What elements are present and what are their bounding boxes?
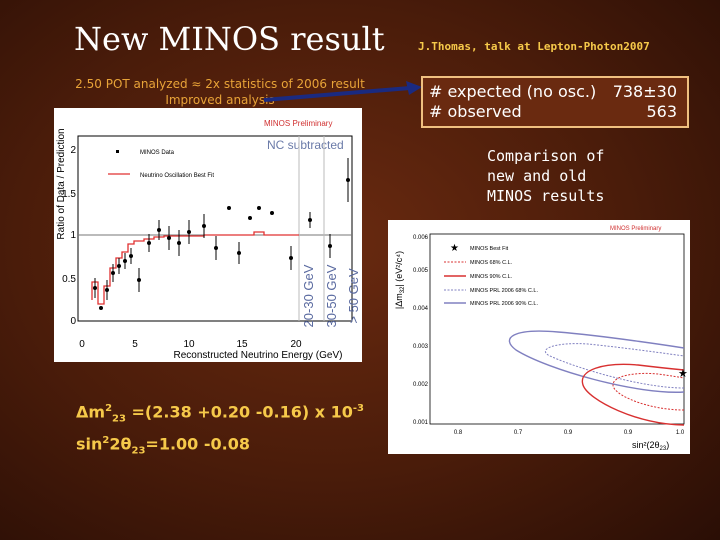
plot1-xtick: 10 bbox=[183, 339, 195, 350]
plot2-ytick: 0.002 bbox=[413, 382, 429, 388]
old-90cl-contour bbox=[508, 330, 685, 393]
legend-data-label: MINOS Data bbox=[140, 150, 175, 156]
legend-data-marker bbox=[116, 150, 119, 153]
plot1-legend: MINOS Data Neutrino Oscillation Best Fit bbox=[108, 150, 214, 179]
data-point bbox=[270, 211, 274, 215]
expected-value: 738±30 bbox=[612, 82, 677, 101]
ratio-plot: MINOS Preliminary NC subtracted MINOS Da… bbox=[54, 108, 362, 362]
dm2-result: Δm223 =(2.38 +0.20 -0.16) x 10-3 bbox=[76, 402, 365, 425]
observed-value: 563 bbox=[646, 102, 677, 121]
new-90cl-contour bbox=[581, 363, 685, 426]
plot1-ytick: 0.5 bbox=[62, 274, 76, 285]
legend-star-icon: ★ bbox=[450, 243, 459, 254]
comparison-caption: Comparison of new and old MINOS results bbox=[487, 146, 647, 206]
plot2-xlabel: sin²(2θ23) bbox=[632, 440, 669, 452]
data-point bbox=[99, 306, 103, 310]
legend-entry: MINOS Best Fit bbox=[470, 246, 509, 252]
plot2-xtick: 0.9 bbox=[624, 430, 633, 436]
plot1-data-points bbox=[93, 158, 350, 310]
contour-plot: MINOS Preliminary ★ MINOS Best Fit MINOS… bbox=[388, 220, 690, 454]
plot2-xtick: 0.8 bbox=[454, 430, 463, 436]
pot-statement: 2.50 POT analyzed ≈ 2x statistics of 200… bbox=[50, 76, 390, 108]
plot1-ytick: 1.5 bbox=[62, 189, 76, 200]
plot1-ytick: 0 bbox=[70, 316, 76, 327]
plot2-ytick: 0.006 bbox=[413, 235, 429, 241]
plot1-ytick: 2 bbox=[70, 145, 76, 156]
old-68cl-contour bbox=[545, 343, 685, 389]
plot2-ylabel: |Δm32| (eV²/c⁴) bbox=[394, 251, 406, 309]
legend-entry: MINOS PRL 2006 68% C.L. bbox=[470, 288, 538, 294]
plot1-xtick: 5 bbox=[132, 339, 138, 350]
plot1-nc-label: NC subtracted bbox=[267, 138, 344, 152]
legend-entry: MINOS 68% C.L. bbox=[470, 260, 513, 266]
expected-label: # expected (no osc.) bbox=[429, 82, 597, 101]
plot1-range-label: 20-30 GeV bbox=[301, 264, 316, 327]
plot2-ytick: 0.003 bbox=[413, 344, 429, 350]
events-box: # expected (no osc.) 738±30 # observed 5… bbox=[421, 76, 689, 128]
slide-title: New MINOS result bbox=[74, 20, 385, 58]
data-point bbox=[227, 206, 231, 210]
plot1-fit-curve bbox=[91, 231, 299, 305]
observed-label: # observed bbox=[429, 102, 522, 121]
plot1-xtick: 20 bbox=[290, 339, 302, 350]
plot2-ytick: 0.005 bbox=[413, 268, 429, 274]
legend-entry: MINOS 90% C.L. bbox=[470, 274, 513, 280]
plot1-xlabel: Reconstructed Neutrino Energy (GeV) bbox=[174, 350, 343, 361]
pot-line-2: Improved analysis bbox=[165, 93, 275, 107]
data-point bbox=[248, 216, 252, 220]
plot1-frame bbox=[77, 135, 353, 322]
plot2-legend: ★ MINOS Best Fit MINOS 68% C.L. MINOS 90… bbox=[444, 243, 538, 307]
plot2-ytick: 0.001 bbox=[413, 420, 429, 426]
comparison-line: new and old bbox=[487, 167, 587, 185]
comparison-line: Comparison of bbox=[487, 147, 605, 165]
plot1-preliminary: MINOS Preliminary bbox=[264, 119, 332, 128]
fit-result: Δm223 =(2.38 +0.20 -0.16) x 10-3 sin22θ2… bbox=[76, 398, 364, 461]
legend-entry: MINOS PRL 2006 90% C.L. bbox=[470, 301, 538, 307]
data-point bbox=[257, 206, 261, 210]
plot2-xtick: 0.7 bbox=[514, 430, 523, 436]
observed-row: # observed 563 bbox=[429, 102, 681, 122]
plot1-ylabel: Ratio of Data / Prediction bbox=[56, 128, 67, 239]
plot1-ytick: 1 bbox=[70, 230, 76, 241]
plot1-xtick: 15 bbox=[236, 339, 248, 350]
pot-line-1: 2.50 POT analyzed ≈ 2x statistics of 200… bbox=[75, 77, 365, 91]
plot2-frame bbox=[429, 233, 685, 425]
sin2-result: sin22θ23=1.00 -0.08 bbox=[76, 433, 250, 457]
plot2-preliminary: MINOS Preliminary bbox=[610, 226, 661, 232]
legend-fit-label: Neutrino Oscillation Best Fit bbox=[140, 173, 214, 179]
comparison-line: MINOS results bbox=[487, 187, 605, 205]
author-credit: J.Thomas, talk at Lepton-Photon2007 bbox=[418, 40, 650, 53]
new-68cl-contour bbox=[612, 372, 685, 411]
plot1-xtick: 0 bbox=[79, 339, 85, 350]
plot1-range-label: > 50 GeV bbox=[346, 268, 361, 324]
plot2-xtick: 1.0 bbox=[676, 430, 685, 436]
best-fit-star-icon: ★ bbox=[678, 368, 688, 380]
plot2-ytick: 0.004 bbox=[413, 306, 429, 312]
plot1-range-label: 30-50 GeV bbox=[324, 264, 339, 327]
plot2-xtick: 0.9 bbox=[564, 430, 573, 436]
arrow-icon bbox=[263, 81, 422, 102]
expected-row: # expected (no osc.) 738±30 bbox=[429, 82, 681, 102]
